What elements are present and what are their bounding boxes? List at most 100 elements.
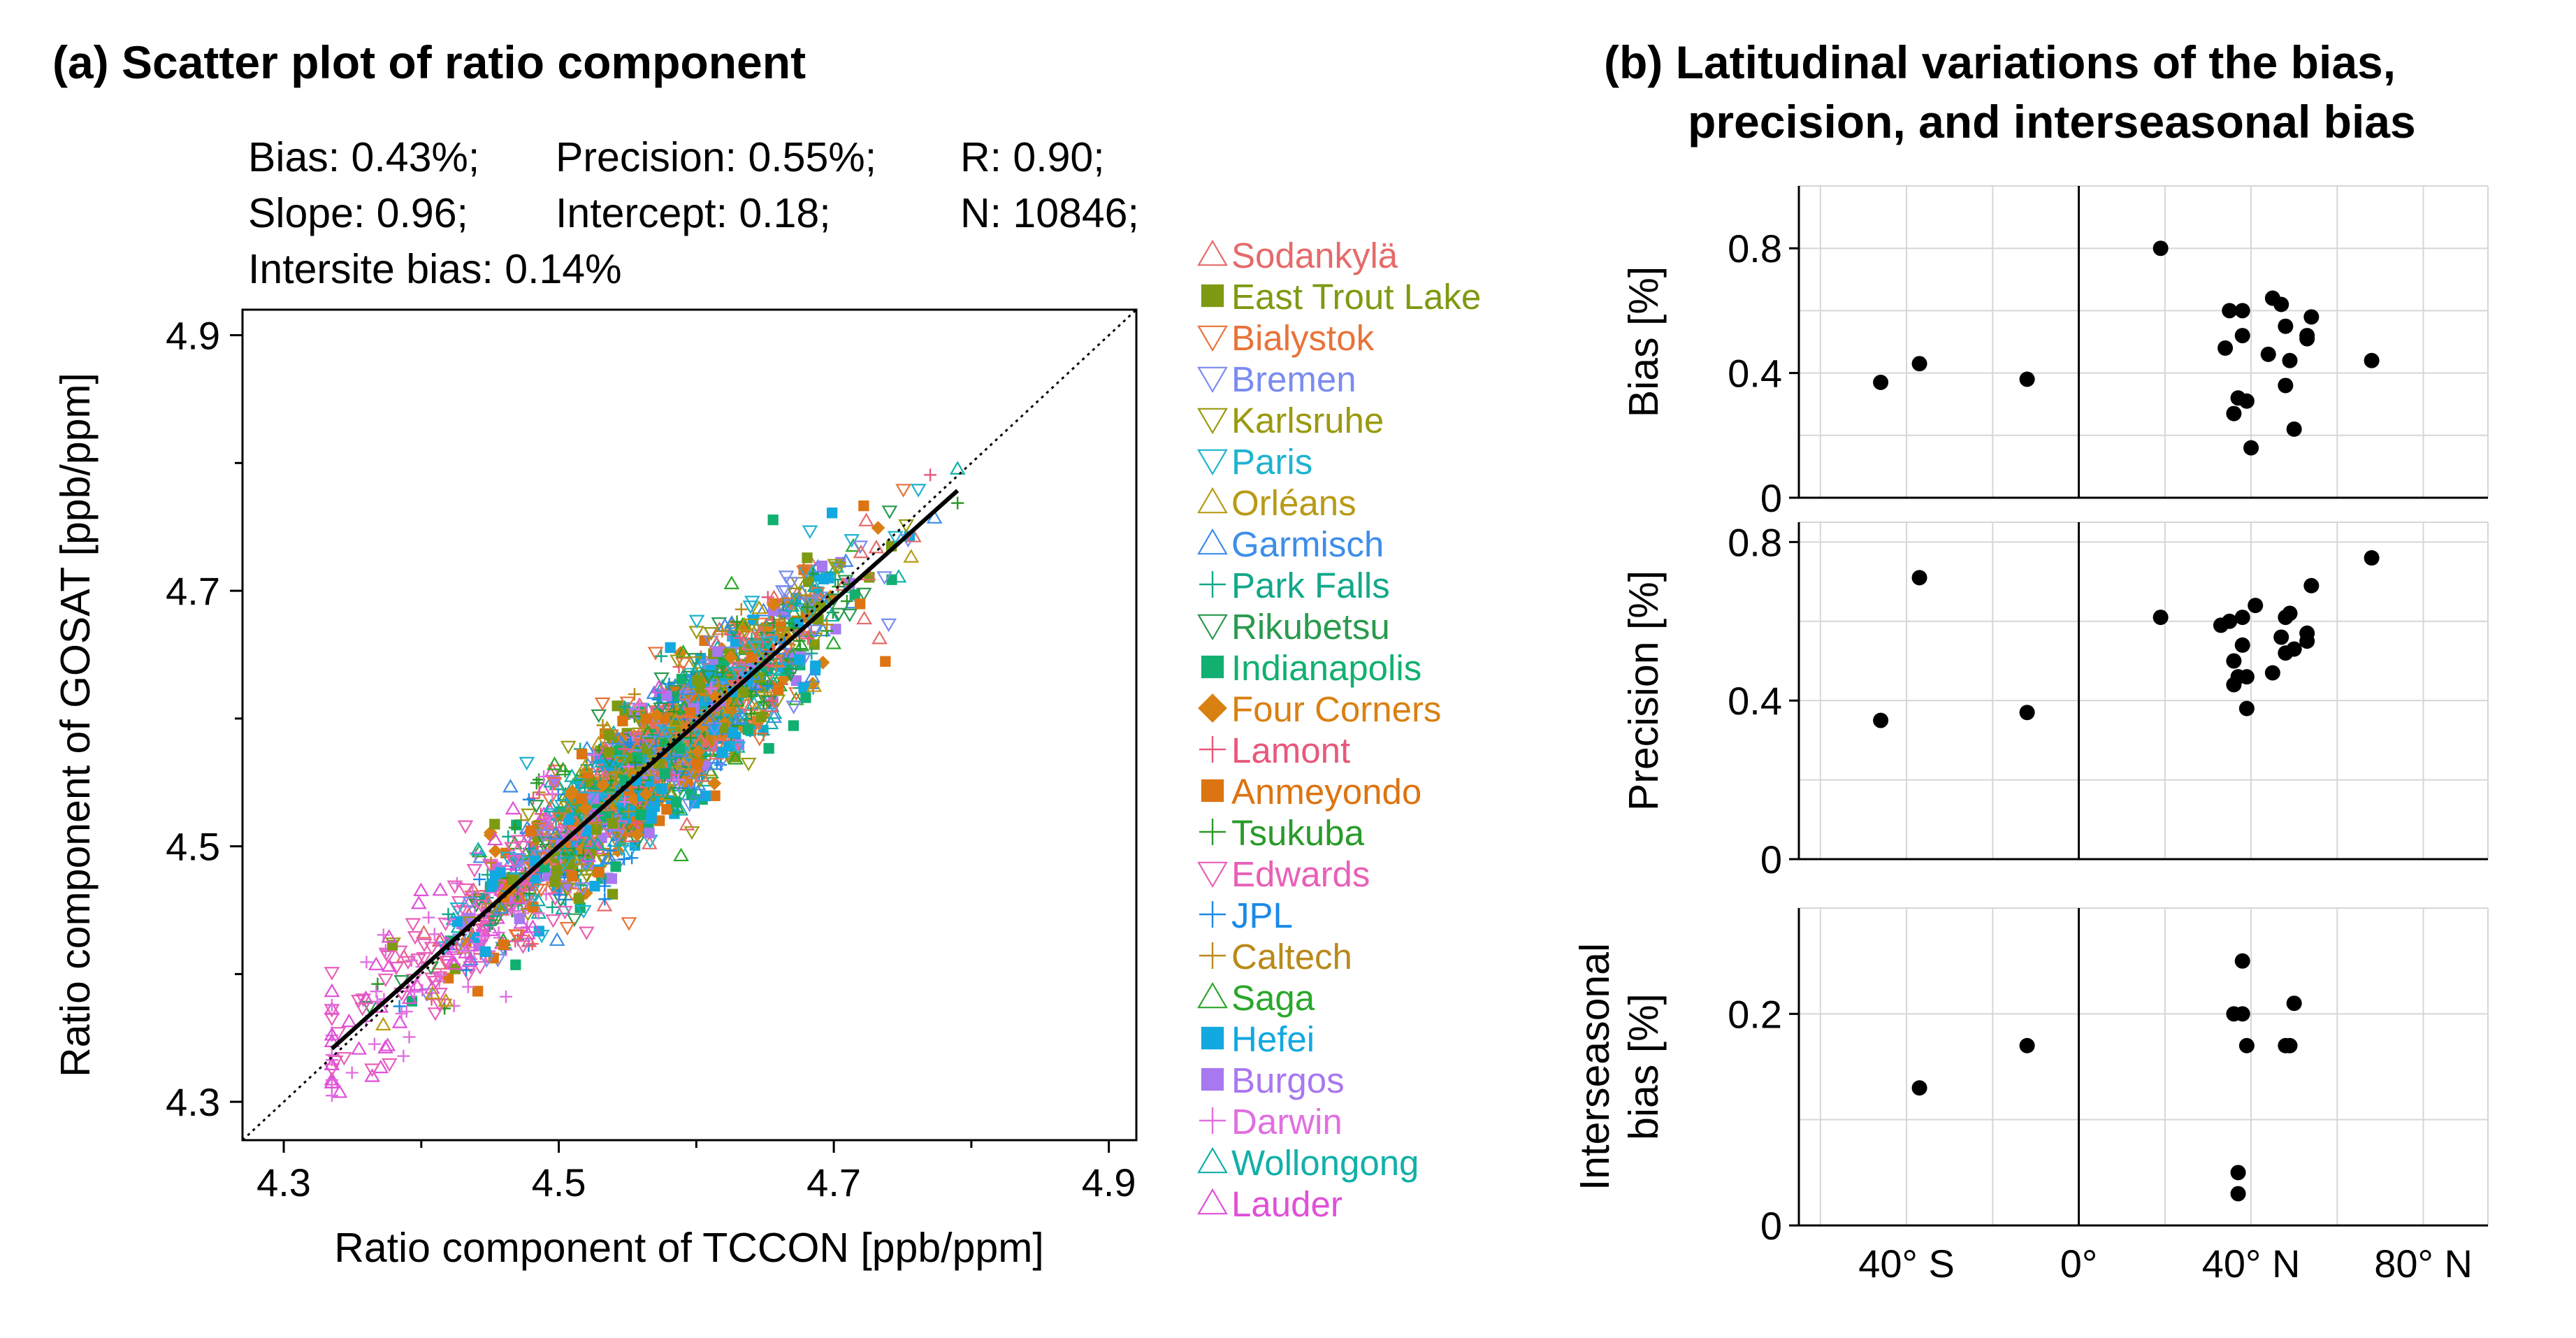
scatter-point [368, 956, 384, 970]
data-point [2238, 669, 2255, 685]
scatter-point [705, 665, 716, 676]
scatter-point [475, 930, 489, 944]
scatter-point [841, 608, 858, 623]
scatter-point [532, 907, 545, 920]
scatter-point [679, 681, 696, 696]
legend-label: Karlsruhe [1231, 401, 1384, 440]
data-point [1911, 356, 1927, 372]
scatter-point [547, 756, 563, 770]
scatter-point [673, 847, 689, 862]
scatter-point [651, 679, 667, 693]
scatter-point [486, 831, 503, 846]
scatter-point [793, 634, 806, 647]
scatter-point [670, 654, 686, 668]
scatter-point [381, 1058, 398, 1072]
scatter-point [906, 528, 922, 542]
scatter-point [618, 852, 631, 865]
scatter-point [463, 961, 479, 975]
legend-marker [1197, 408, 1228, 435]
legend-label: Indianapolis [1231, 648, 1421, 688]
scatter-point [751, 600, 767, 614]
scatter-point [721, 666, 737, 680]
scatter-point [653, 722, 670, 737]
scatter-point [547, 826, 564, 840]
data-point [2234, 1006, 2250, 1022]
scatter-point [431, 933, 448, 947]
legend-marker [1197, 487, 1228, 514]
scatter-point [483, 919, 496, 932]
scatter-plot-a: 4.3 4.5 4.7 4.9 4.3 4.5 4.7 4.9 [166, 308, 1138, 1204]
y-tick-label: 0.4 [1728, 352, 1782, 396]
scatter-point [594, 754, 610, 768]
scatter-point [631, 751, 643, 763]
scatter-point [595, 778, 610, 793]
stat-intercept: Intercept: 0.18; [556, 190, 831, 236]
scatter-point [509, 890, 526, 905]
scatter-point [788, 691, 804, 705]
scatter-point [609, 830, 625, 844]
legend-label: Bialystok [1231, 318, 1375, 358]
scatter-point [854, 598, 866, 610]
scatter-point [871, 630, 888, 645]
legend-marker [1199, 736, 1226, 763]
scatter-point [325, 1142, 338, 1153]
scatter-point [466, 886, 479, 899]
scatter-point [542, 817, 558, 830]
bias-plot: 0 0.4 0.8 Bias [%] [1621, 185, 2489, 520]
scatter-point [553, 800, 570, 814]
scatter-point [525, 919, 541, 933]
legend-label: Edwards [1231, 854, 1370, 894]
legend-label: Tsukuba [1231, 813, 1365, 853]
scatter-point [765, 694, 779, 707]
legend-label: Burgos [1231, 1060, 1345, 1100]
scatter-point [424, 980, 440, 994]
stat-intersite-bias: Intersite bias: 0.14% [248, 246, 622, 292]
scatter-point [646, 812, 657, 824]
scatter-point [610, 861, 621, 872]
scatter-point [799, 589, 812, 602]
panel-b-plots: 0 0.4 0.8 Bias [%] 0 0.4 0.8 Precision [%] 0 0.2 I… [1572, 185, 2489, 1286]
scatter-point [689, 763, 704, 777]
scatter-point [559, 882, 575, 896]
scatter-point [707, 776, 722, 791]
scatter-point [424, 985, 441, 1000]
scatter-point [520, 926, 536, 940]
legend-marker [1199, 819, 1226, 845]
scatter-point [880, 656, 891, 667]
legend-item: Tsukuba [1199, 813, 1365, 853]
scatter-point [806, 624, 823, 639]
data-point [2222, 303, 2238, 319]
scatter-point [672, 773, 685, 786]
scatter-point [458, 944, 474, 958]
data-point [2230, 1165, 2246, 1181]
scatter-point [505, 800, 521, 815]
x-tick-label: 4.3 [256, 1160, 311, 1204]
scatter-point [926, 510, 943, 524]
scatter-point [730, 615, 744, 628]
scatter-point [528, 901, 539, 913]
x-tick-label: 4.7 [806, 1160, 861, 1204]
y-tick-label: 0 [1760, 476, 1782, 520]
scatter-point [641, 735, 658, 749]
legend-label: Darwin [1231, 1102, 1343, 1142]
scatter-point [679, 690, 696, 705]
data-point [2248, 598, 2264, 614]
scatter-point [699, 689, 712, 702]
scatter-point [516, 882, 533, 896]
scatter-point [753, 625, 769, 639]
legend-marker [1197, 614, 1228, 641]
stat-precision: Precision: 0.55%; [556, 134, 876, 180]
scatter-point [613, 745, 624, 756]
scatter-point [521, 808, 537, 823]
scatter-point [473, 872, 486, 886]
scatter-point [790, 597, 803, 610]
scatter-point [774, 626, 790, 640]
scatter-point [823, 607, 839, 622]
scatter-point [794, 654, 805, 666]
legend-item: East Trout Lake [1201, 277, 1481, 317]
scatter-point [461, 953, 477, 967]
legend-item: Burgos [1201, 1060, 1345, 1100]
data-point [2226, 405, 2242, 422]
scatter-point [345, 1066, 359, 1079]
scatter-point [364, 1063, 380, 1077]
